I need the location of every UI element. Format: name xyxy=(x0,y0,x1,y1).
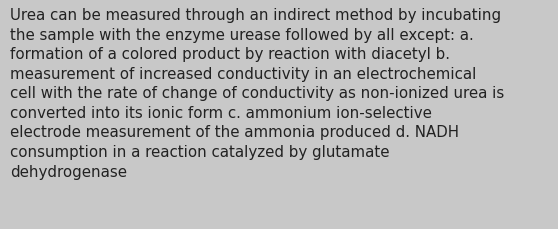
Text: Urea can be measured through an indirect method by incubating
the sample with th: Urea can be measured through an indirect… xyxy=(10,8,504,179)
